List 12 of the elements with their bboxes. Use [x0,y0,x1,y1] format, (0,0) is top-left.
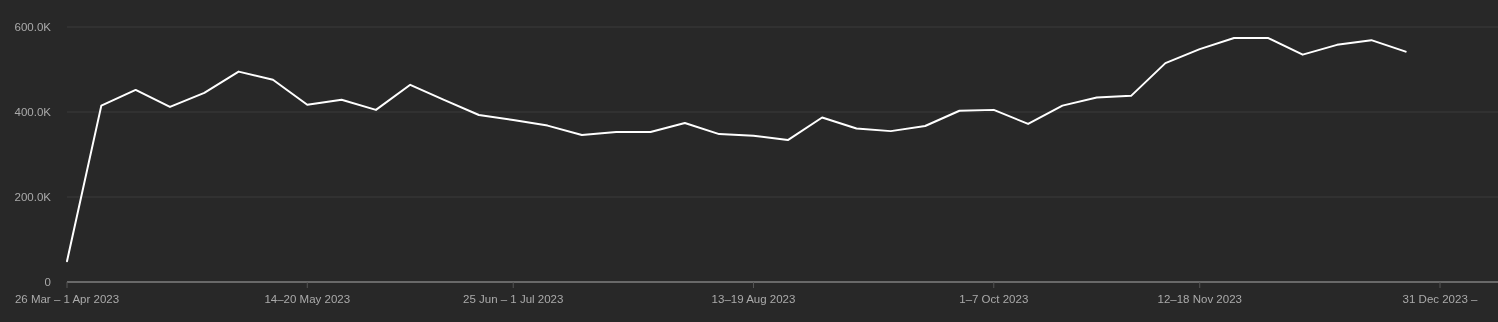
line-series [66,37,1407,263]
x-tick-label: 25 Jun – 1 Jul 2023 [463,293,564,305]
x-tick-label: 1–7 Oct 2023 [959,293,1029,305]
y-tick-label: 600.0K [14,21,52,33]
x-tick-label: 31 Dec 2023 – [1402,293,1478,305]
x-tick-label: 26 Mar – 1 Apr 2023 [14,293,120,305]
x-tick-label: 14–20 May 2023 [264,293,351,305]
x-tick-label: 13–19 Aug 2023 [711,293,796,305]
y-tick-label: 400.0K [14,106,52,118]
y-tick-label: 200.0K [14,191,52,203]
x-tick-label: 12–18 Nov 2023 [1157,293,1242,305]
y-tick-label: 0 [44,276,51,288]
